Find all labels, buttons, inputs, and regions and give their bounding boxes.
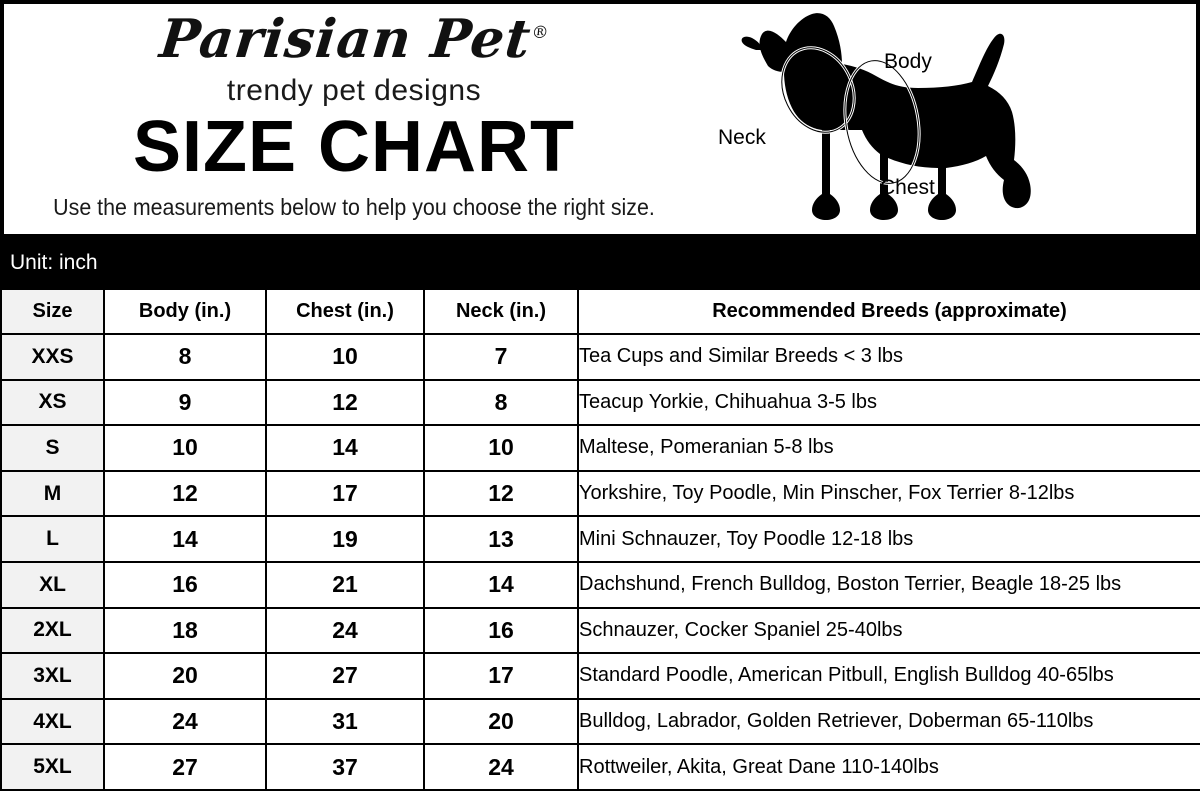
dog-label-chest: Chest [880,176,935,199]
cell-body: 14 [103,515,267,563]
cell-chest: 27 [265,652,425,700]
cell-breeds: Yorkshire, Toy Poodle, Min Pinscher, Fox… [577,469,1200,518]
cell-body: 9 [103,378,267,427]
table-row: 3XL 20 27 17 Standard Poodle, American P… [0,652,1200,700]
cell-breeds: Mini Schnauzer, Toy Poodle 12-18 lbs [577,515,1200,563]
cell-neck: 7 [423,333,579,381]
cell-breeds: Teacup Yorkie, Chihuahua 3-5 lbs [577,378,1200,427]
registered-mark-icon: ® [530,23,550,44]
brand-logo: Parisian Pet® [1,8,708,70]
cell-body: 16 [103,560,267,609]
cell-body: 10 [103,424,267,472]
dog-label-body: Body [884,50,932,73]
cell-body: 8 [103,333,267,381]
table-row: XS 9 12 8 Teacup Yorkie, Chihuahua 3-5 l… [0,378,1200,427]
table-row: 4XL 24 31 20 Bulldog, Labrador, Golden R… [0,697,1200,746]
cell-breeds: Tea Cups and Similar Breeds < 3 lbs [577,333,1200,381]
size-table-container: Size Body (in.) Chest (in.) Neck (in.) R… [0,288,1200,791]
brand-column: Parisian Pet® trendy pet designs SIZE CH… [4,4,704,234]
table-header-row: Size Body (in.) Chest (in.) Neck (in.) R… [0,288,1200,335]
cell-neck: 8 [423,378,579,427]
table-row: XL 16 21 14 Dachshund, French Bulldog, B… [0,560,1200,609]
cell-neck: 12 [423,469,579,518]
cell-neck: 13 [423,515,579,563]
col-header-neck: Neck (in.) [423,288,579,335]
cell-chest: 17 [265,469,425,518]
page-subtitle: Use the measurements below to help you c… [53,194,655,220]
cell-body: 24 [103,697,267,746]
dog-silhouette-icon: Body Neck Chest [718,13,1031,221]
cell-neck: 24 [423,743,579,791]
cell-body: 27 [103,743,267,791]
cell-size: M [0,469,105,518]
table-row: XXS 8 10 7 Tea Cups and Similar Breeds <… [0,333,1200,381]
col-header-size: Size [0,288,105,335]
table-row: M 12 17 12 Yorkshire, Toy Poodle, Min Pi… [0,469,1200,518]
size-table: Size Body (in.) Chest (in.) Neck (in.) R… [0,288,1200,791]
cell-neck: 14 [423,560,579,609]
cell-neck: 20 [423,697,579,746]
table-row: 2XL 18 24 16 Schnauzer, Cocker Spaniel 2… [0,606,1200,655]
cell-breeds: Rottweiler, Akita, Great Dane 110-140lbs [577,743,1200,791]
cell-breeds: Bulldog, Labrador, Golden Retriever, Dob… [577,697,1200,746]
cell-body: 12 [103,469,267,518]
cell-size: S [0,424,105,472]
brand-name: Parisian Pet [156,8,535,70]
cell-size: L [0,515,105,563]
cell-size: 3XL [0,652,105,700]
cell-neck: 16 [423,606,579,655]
cell-chest: 31 [265,697,425,746]
cell-body: 18 [103,606,267,655]
table-body: XXS 8 10 7 Tea Cups and Similar Breeds <… [0,333,1200,791]
cell-body: 20 [103,652,267,700]
dog-diagram: Body Neck Chest [704,4,1196,234]
cell-chest: 21 [265,560,425,609]
cell-chest: 14 [265,424,425,472]
cell-chest: 19 [265,515,425,563]
cell-neck: 17 [423,652,579,700]
col-header-chest: Chest (in.) [265,288,425,335]
cell-neck: 10 [423,424,579,472]
table-row: 5XL 27 37 24 Rottweiler, Akita, Great Da… [0,743,1200,791]
cell-size: XS [0,378,105,427]
unit-bar: Unit: inch [0,238,1200,288]
header-inner: Parisian Pet® trendy pet designs SIZE CH… [4,4,1196,234]
col-header-breeds: Recommended Breeds (approximate) [577,288,1200,335]
unit-label: Unit: inch [10,251,98,274]
brand-tagline: trendy pet designs [226,74,482,107]
table-header: Size Body (in.) Chest (in.) Neck (in.) R… [0,288,1200,335]
table-row: L 14 19 13 Mini Schnauzer, Toy Poodle 12… [0,515,1200,563]
cell-size: XL [0,560,105,609]
table-row: S 10 14 10 Maltese, Pomeranian 5-8 lbs [0,424,1200,472]
dog-label-neck: Neck [718,126,766,149]
cell-size: 5XL [0,743,105,791]
cell-breeds: Dachshund, French Bulldog, Boston Terrie… [577,560,1200,609]
page-title: SIZE CHART [133,107,575,187]
header-band: Parisian Pet® trendy pet designs SIZE CH… [0,0,1200,238]
cell-chest: 37 [265,743,425,791]
cell-breeds: Maltese, Pomeranian 5-8 lbs [577,424,1200,472]
cell-breeds: Standard Poodle, American Pitbull, Engli… [577,652,1200,700]
cell-size: 2XL [0,606,105,655]
col-header-body: Body (in.) [103,288,267,335]
cell-chest: 12 [265,378,425,427]
cell-size: XXS [0,333,105,381]
cell-chest: 24 [265,606,425,655]
cell-breeds: Schnauzer, Cocker Spaniel 25-40lbs [577,606,1200,655]
cell-chest: 10 [265,333,425,381]
cell-size: 4XL [0,697,105,746]
